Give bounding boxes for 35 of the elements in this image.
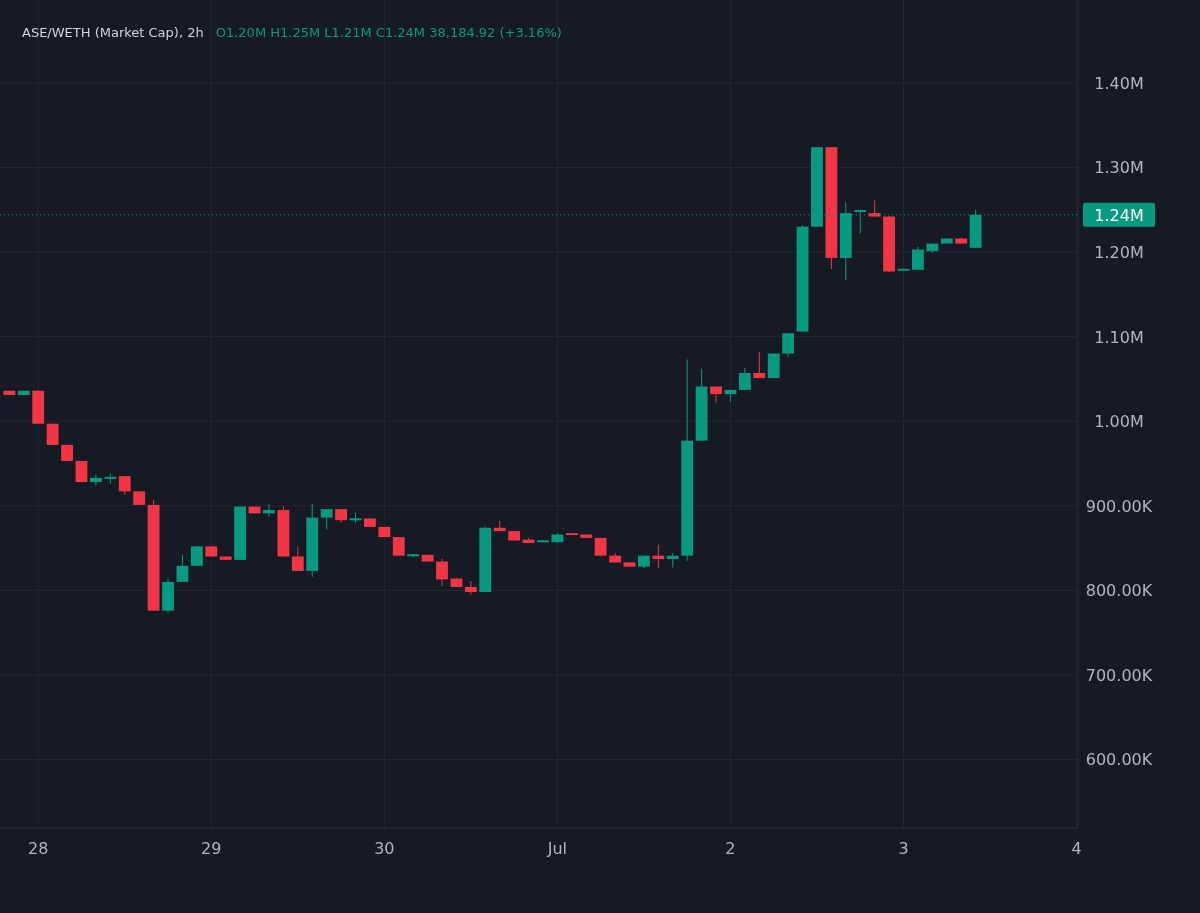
x-tick-label: 30: [374, 839, 395, 858]
x-tick-label: 3: [898, 839, 909, 858]
ref-line-label: 1.24M: [1094, 205, 1144, 225]
candlestick: [190, 545, 203, 567]
x-tick-label: 2: [725, 839, 736, 858]
candlestick: [753, 351, 766, 379]
x-tick-label: 4: [1071, 839, 1082, 858]
y-tick-label: 900.00K: [1085, 496, 1153, 516]
candlestick: [118, 475, 131, 496]
candlestick: [291, 545, 304, 572]
y-tick-label: 1.30M: [1094, 158, 1144, 178]
candlestick: [738, 367, 751, 391]
x-tick-label: 29: [201, 839, 222, 858]
y-tick-label: 1.40M: [1094, 73, 1144, 93]
y-tick-label: 1.10M: [1094, 327, 1144, 347]
annotation: O1.20M H1.25M L1.21M C1.24M 38,184.92 (+3.16%): [215, 25, 562, 40]
y-tick-label: 600.00K: [1085, 750, 1153, 770]
candlestick: [912, 246, 924, 271]
candlestick: [320, 508, 333, 530]
candlestick: [782, 332, 795, 358]
candlestick: [652, 544, 665, 569]
y-tick-label: 700.00K: [1085, 665, 1153, 685]
x-tick-label: 28: [28, 839, 49, 858]
candlestick: [176, 554, 189, 583]
candlestick: [464, 580, 477, 596]
candlestick: [263, 503, 275, 518]
candlestick: [436, 558, 448, 587]
candlestick: [392, 536, 405, 557]
y-tick-label: 1.00M: [1094, 412, 1144, 432]
x-tick-label: Jul: [546, 839, 568, 858]
candlestick: [89, 473, 102, 486]
text: ASE/WETH (Market Cap), 2h: [22, 25, 204, 40]
candlestick: [710, 386, 722, 404]
y-tick-label: 1.20M: [1094, 243, 1144, 263]
y-tick-label: 800.00K: [1085, 581, 1153, 601]
